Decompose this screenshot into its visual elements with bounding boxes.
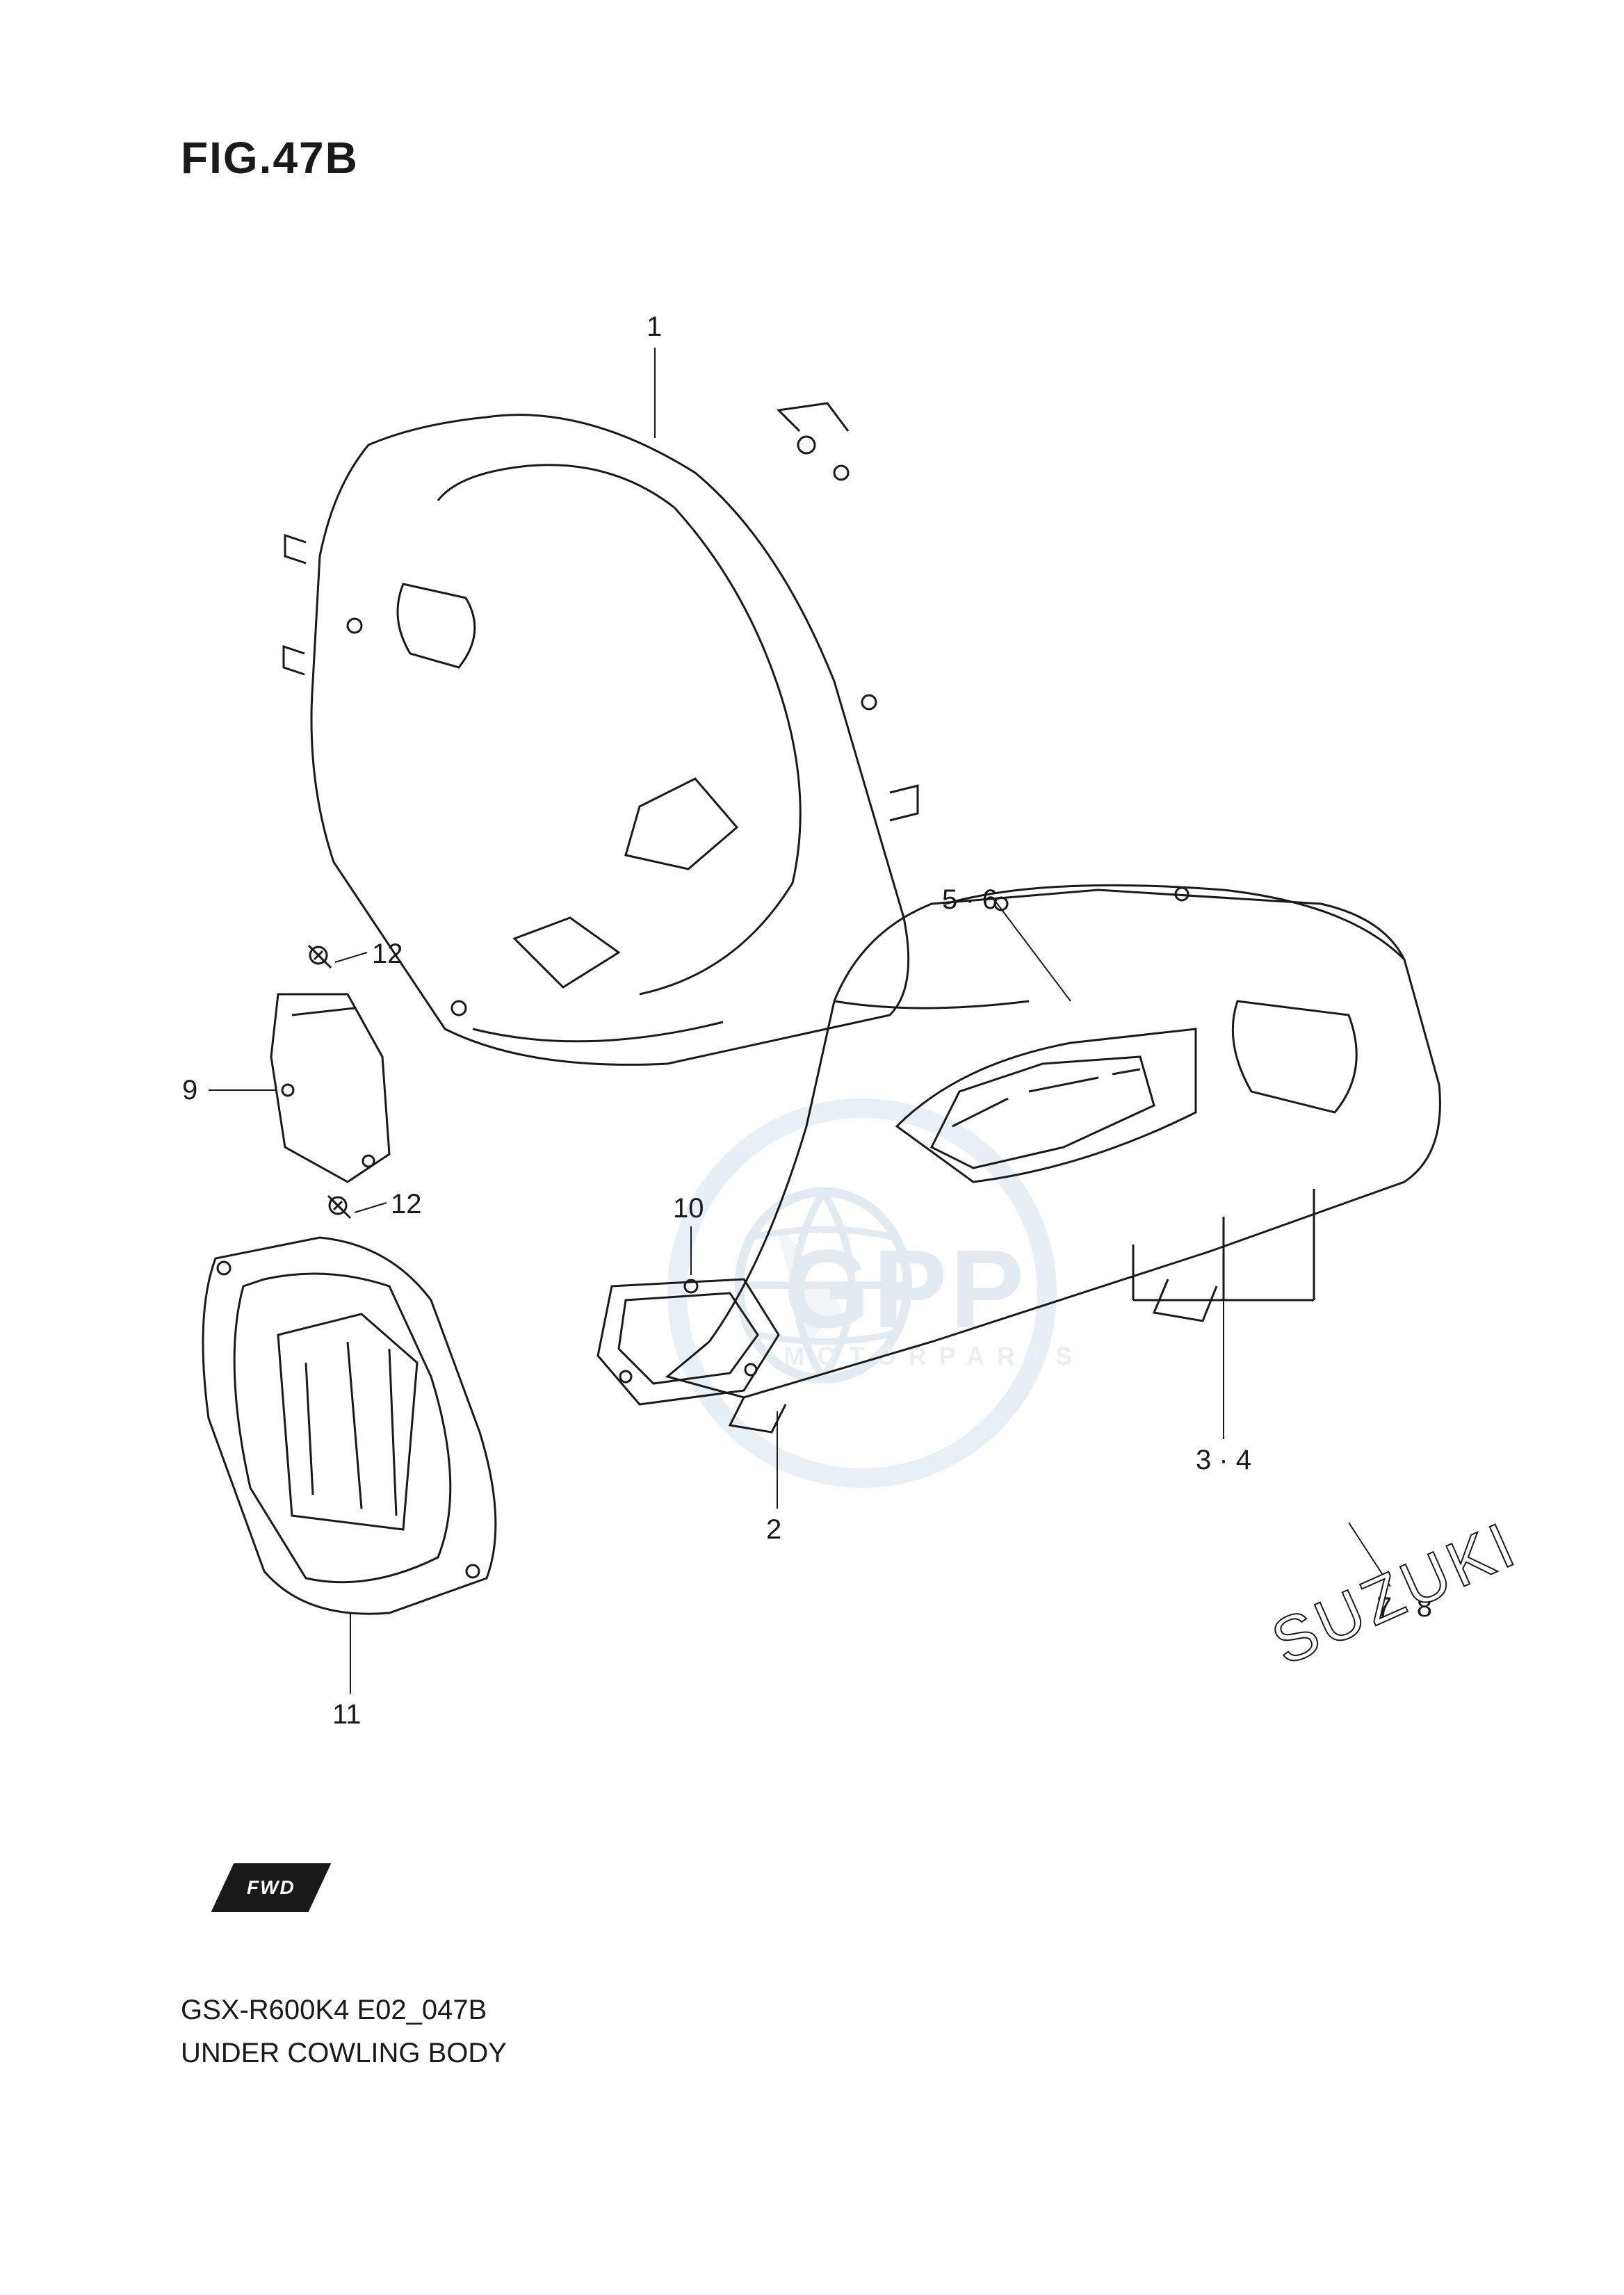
footer-name: UNDER COWLING BODY [181, 2034, 507, 2073]
page: FIG.47B GPP MOTORPARTS [0, 0, 1624, 2295]
part-lower-cowling-left [667, 885, 1440, 1432]
callout-1: 1 [647, 311, 662, 343]
part-inner-cover-upper [271, 994, 389, 1182]
figure-title: FIG.47B [181, 132, 359, 184]
callout-5-6: 5 · 6 [942, 884, 998, 916]
callout-9: 9 [182, 1075, 197, 1106]
callout-12b: 12 [391, 1189, 422, 1220]
diagram-svg [139, 292, 1485, 1822]
footer: GSX-R600K4 E02_047B UNDER COWLING BODY [181, 1990, 507, 2073]
callout-11: 11 [332, 1699, 362, 1730]
fwd-badge: FWD [211, 1863, 332, 1912]
footer-code: GSX-R600K4 E02_047B [181, 1990, 507, 2029]
callout-12a: 12 [372, 939, 403, 970]
part-screw-12b [328, 1196, 350, 1218]
callout-3-4: 3 · 4 [1196, 1445, 1251, 1476]
callout-10: 10 [673, 1193, 704, 1224]
part-screw-12a [309, 946, 331, 968]
diagram-area: GPP MOTORPARTS [139, 292, 1485, 1822]
leader-lines [209, 348, 1390, 1694]
fwd-label: FWD [247, 1876, 295, 1899]
part-center-bracket [598, 1279, 779, 1404]
callout-2: 2 [766, 1514, 781, 1546]
part-vent-panel [203, 1238, 496, 1614]
